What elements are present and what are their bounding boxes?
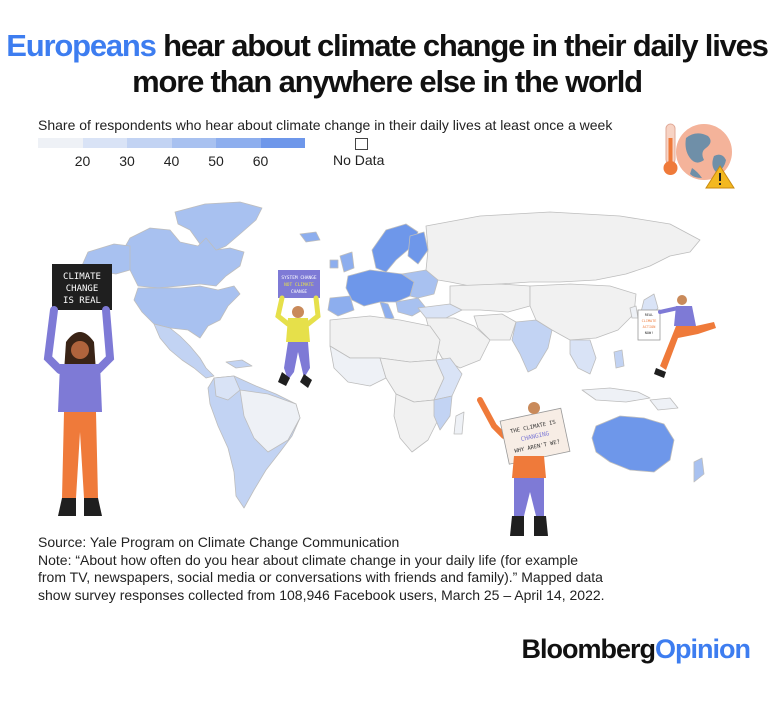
- legend-tick-40: 40: [163, 153, 180, 169]
- map-subtitle: Share of respondents who hear about clim…: [38, 117, 613, 133]
- headline-highlight: Europeans: [6, 28, 157, 63]
- no-data-label: No Data: [333, 152, 385, 168]
- usa: [133, 285, 241, 339]
- central-africa: [379, 357, 445, 403]
- colombia: [213, 375, 241, 401]
- legend-ticks: 20 30 40 50 60: [38, 148, 305, 169]
- greenland: [174, 201, 263, 253]
- protester-center-illustration: SYSTEM CHANGE NOT CLIMATE CHANGE: [275, 270, 321, 388]
- philippines: [613, 349, 625, 369]
- legend-swatches: [38, 138, 305, 148]
- legend-tick-20: 20: [74, 153, 91, 169]
- north-africa: [329, 315, 441, 363]
- protester-right-illustration: REAL CLIMATE ACTION NOW!: [637, 295, 716, 378]
- legend-swatch-5: [216, 138, 261, 148]
- sign-left-line-1: CLIMATE: [63, 272, 101, 282]
- central-asia: [449, 283, 531, 313]
- source-notes: Source: Yale Program on Climate Change C…: [38, 534, 608, 604]
- west-africa: [329, 345, 387, 387]
- world-map: [79, 201, 705, 509]
- ireland: [329, 259, 339, 269]
- legend-tick-50: 50: [208, 153, 224, 169]
- source-line: Source: Yale Program on Climate Change C…: [38, 534, 400, 550]
- legend-swatch-4: [171, 138, 216, 148]
- note-text: Note: “About how often do you hear about…: [38, 551, 605, 603]
- sign-center-line-2: NOT CLIMATE: [284, 282, 314, 288]
- uk: [339, 251, 355, 273]
- sign-right-line-4: NOW!: [645, 331, 653, 335]
- indonesia: [581, 387, 651, 403]
- legend-tick-30: 30: [119, 153, 135, 169]
- turkey: [417, 303, 463, 319]
- sign-left-line-3: IS REAL: [63, 296, 101, 306]
- mexico: [153, 323, 215, 379]
- iceland: [299, 231, 321, 243]
- sign-right-line-1: REAL: [645, 313, 653, 317]
- iran: [473, 313, 517, 341]
- southeast-asia: [569, 339, 597, 375]
- brazil: [239, 389, 301, 453]
- bloomberg-opinion-logo: BloombergOpinion: [522, 634, 751, 665]
- iberia: [327, 295, 355, 317]
- no-data-swatch: [355, 138, 368, 150]
- canada: [121, 227, 245, 289]
- new-zealand: [693, 457, 705, 483]
- southern-africa: [393, 393, 441, 453]
- sign-center-line-1: SYSTEM CHANGE: [281, 275, 317, 281]
- western-europe: [345, 269, 415, 307]
- finland: [407, 231, 429, 265]
- color-legend: 20 30 40 50 60: [38, 138, 305, 169]
- sign-left-line-2: CHANGE: [66, 284, 99, 294]
- balkans: [395, 297, 427, 317]
- sign-center-line-3: CHANGE: [291, 289, 308, 295]
- australia: [591, 415, 675, 473]
- madagascar: [453, 411, 465, 435]
- legend-tick-60: 60: [252, 153, 269, 169]
- legend-swatch-2: [82, 138, 127, 148]
- headline-rest: hear about climate change in their daily…: [132, 28, 769, 99]
- mozambique: [433, 395, 453, 431]
- logo-bloomberg: Bloomberg: [521, 634, 657, 664]
- india: [511, 319, 553, 373]
- legend-swatch-1: [38, 138, 83, 148]
- protester-left-illustration: CLIMATE CHANGE IS REAL: [43, 264, 115, 516]
- legend-swatch-6: [260, 138, 305, 148]
- china: [529, 283, 637, 341]
- cuba: [225, 359, 253, 369]
- italy: [379, 301, 395, 321]
- sign-right-line-3: ACTION: [643, 325, 656, 329]
- protester-bottom-illustration: THE CLIMATE IS CHANGING WHY AREN'T WE?: [477, 397, 571, 536]
- thermometer-globe-icon: [663, 123, 735, 189]
- legend-swatch-3: [127, 138, 172, 148]
- papua: [649, 397, 679, 411]
- sign-right-line-2: CLIMATE: [642, 319, 657, 323]
- russia: [425, 211, 701, 287]
- logo-opinion: Opinion: [655, 634, 751, 664]
- headline: Europeans hear about climate change in t…: [0, 28, 774, 100]
